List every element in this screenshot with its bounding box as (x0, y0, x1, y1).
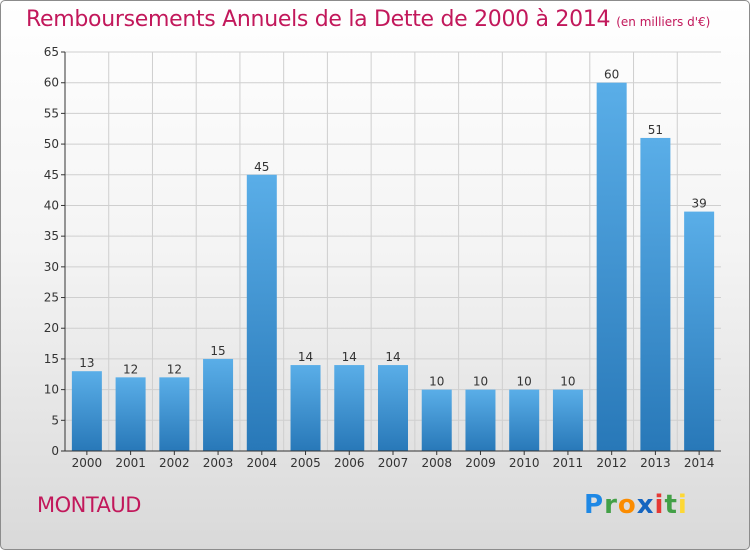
x-tick-label: 2009 (465, 456, 496, 470)
y-tick-label: 25 (44, 291, 59, 305)
data-label: 14 (298, 350, 313, 364)
bar (159, 377, 190, 451)
logo-letter: o (617, 490, 637, 520)
y-tick-label: 0 (51, 444, 59, 458)
y-tick-label: 30 (44, 260, 59, 274)
x-tick-label: 2007 (378, 456, 409, 470)
bar (203, 358, 234, 451)
chart-title-text: Remboursements Annuels de la Dette de 20… (26, 7, 611, 32)
y-tick-label: 60 (44, 76, 59, 90)
commune-name: MONTAUD (37, 493, 141, 517)
x-tick-label: 2014 (684, 456, 715, 470)
data-label: 15 (210, 344, 225, 358)
y-tick-label: 35 (44, 229, 59, 243)
x-tick-label: 2005 (290, 456, 321, 470)
data-label: 10 (560, 375, 575, 389)
x-tick-label: 2012 (596, 456, 627, 470)
bar (378, 365, 408, 451)
chart-subtitle: (en milliers d'€) (616, 15, 711, 29)
data-label: 10 (517, 375, 532, 389)
data-label: 12 (123, 362, 138, 376)
logo-letter: t (664, 490, 678, 520)
data-label: 14 (342, 350, 357, 364)
x-tick-label: 2006 (334, 456, 365, 470)
x-tick-label: 2004 (247, 456, 278, 470)
y-tick-label: 15 (44, 352, 59, 366)
x-tick-label: 2010 (509, 456, 540, 470)
data-label: 14 (385, 350, 400, 364)
logo-letter: r (604, 490, 618, 520)
x-tick-label: 2002 (159, 456, 190, 470)
y-tick-label: 5 (51, 413, 59, 427)
y-tick-label: 50 (44, 137, 59, 151)
bars (71, 82, 715, 451)
data-label: 13 (79, 356, 94, 370)
logo-letter: i (677, 490, 688, 520)
data-label: 39 (691, 197, 706, 211)
bar (596, 82, 627, 451)
bar (334, 365, 365, 451)
x-tick-label: 2013 (640, 456, 671, 470)
x-tick-label: 2003 (203, 456, 234, 470)
labels: 0 5 10 15 20 25 30 35 40 45 50 55 60 65 13 2000 12 2001 12… (44, 45, 715, 470)
y-tick-label: 10 (44, 383, 59, 397)
bar (465, 389, 496, 451)
axes (61, 51, 721, 455)
bar (246, 174, 277, 451)
bar (509, 389, 540, 451)
bar (115, 377, 146, 451)
data-label: 10 (473, 375, 488, 389)
logo-letter: x (636, 490, 655, 520)
data-label: 12 (167, 362, 182, 376)
x-tick-label: 2008 (421, 456, 452, 470)
bar (421, 389, 452, 451)
bar (552, 389, 583, 451)
x-tick-label: 2011 (553, 456, 584, 470)
y-tick-label: 65 (44, 45, 59, 59)
x-tick-label: 2000 (72, 456, 103, 470)
data-label: 60 (604, 68, 619, 82)
logo-letter: i (654, 490, 665, 520)
y-tick-label: 55 (44, 106, 59, 120)
bar (71, 371, 102, 451)
logo-letter: P (584, 490, 605, 520)
proxiti-logo: Proxiti (584, 490, 688, 520)
data-label: 45 (254, 160, 269, 174)
bar (684, 211, 715, 451)
y-tick-label: 45 (44, 168, 59, 182)
y-tick-label: 20 (44, 321, 59, 335)
data-label: 10 (429, 375, 444, 389)
chart-title: Remboursements Annuels de la Dette de 20… (26, 7, 710, 32)
bar (640, 137, 671, 451)
data-label: 51 (648, 123, 663, 137)
bar (290, 365, 321, 451)
y-tick-label: 40 (44, 198, 59, 212)
x-tick-label: 2001 (115, 456, 146, 470)
